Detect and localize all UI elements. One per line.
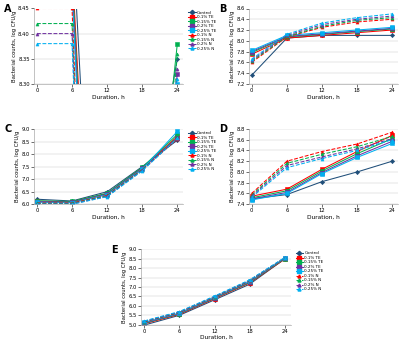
Legend: Control, 0.1% TE, 0.15% TE, 0.2% TE, 0.25% TE, 0.1% N, 0.15% N, 0.2% N, 0.25% N: Control, 0.1% TE, 0.15% TE, 0.2% TE, 0.2…	[296, 252, 324, 291]
X-axis label: Duration, h: Duration, h	[307, 94, 340, 99]
Text: E: E	[112, 245, 118, 255]
Text: C: C	[4, 124, 12, 134]
Legend: Control, 0.1% TE, 0.15% TE, 0.2% TE, 0.25% TE, 0.1% N, 0.15% N, 0.2% N, 0.25% N: Control, 0.1% TE, 0.15% TE, 0.2% TE, 0.2…	[188, 131, 216, 171]
X-axis label: Duration, h: Duration, h	[92, 94, 125, 99]
X-axis label: Duration, h: Duration, h	[200, 335, 232, 340]
Text: D: D	[219, 124, 227, 134]
Y-axis label: Bacterial counts, log CFU/g: Bacterial counts, log CFU/g	[230, 131, 235, 202]
Legend: Control, 0.1% TE, 0.15% TE, 0.2% TE, 0.25% TE, 0.1% N, 0.15% N, 0.2% N, 0.25% N: Control, 0.1% TE, 0.15% TE, 0.2% TE, 0.2…	[188, 11, 216, 51]
Y-axis label: Bacterial counts, log CFU/g: Bacterial counts, log CFU/g	[122, 251, 128, 323]
X-axis label: Duration, h: Duration, h	[307, 215, 340, 220]
Text: B: B	[219, 4, 226, 14]
Text: A: A	[4, 4, 12, 14]
Y-axis label: Bacterial counts, log CFU/g: Bacterial counts, log CFU/g	[15, 131, 20, 202]
Y-axis label: Bacterial counts, log CFU/g: Bacterial counts, log CFU/g	[230, 11, 235, 82]
Y-axis label: Bacterial counts, log CFU/g: Bacterial counts, log CFU/g	[12, 11, 17, 82]
X-axis label: Duration, h: Duration, h	[92, 215, 125, 220]
